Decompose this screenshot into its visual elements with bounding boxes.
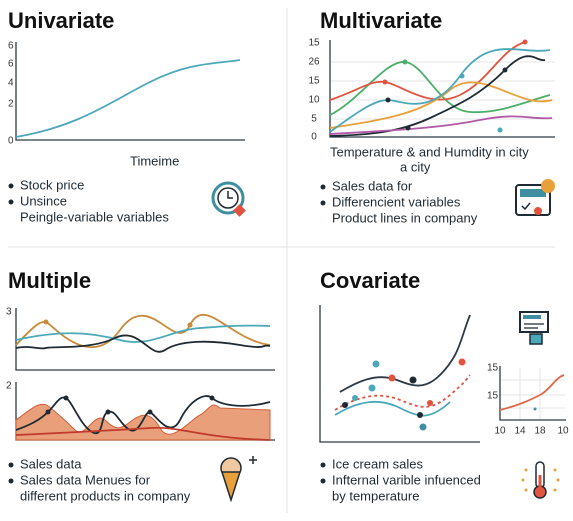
bullet-text: Infternal varible infuenced [332,472,481,487]
covariate-chart [319,305,566,443]
bullet-text: Sales data for [332,178,413,193]
panel-title: Multiple [8,268,91,293]
tick-label: 26 [308,57,320,68]
caption: Temperature & and Humdity in city [330,144,529,159]
bullet [320,478,326,484]
panel-title: Multivariate [320,8,442,33]
tick-label: 6 [8,41,14,52]
tick-label: 18 [534,426,546,437]
bullet [320,462,326,468]
tick-label: 15 [487,363,499,374]
tick-label: 15 [308,76,320,87]
clock-icon [211,181,246,217]
bullet [8,199,14,205]
bullet-text: Product lines in company [332,210,478,225]
tick-label: 15 [487,391,499,402]
bullet-text: Peingle-variable variables [20,209,169,224]
bullet-text: Differencient variables [332,194,461,209]
bullet-text: by temperature [332,488,419,503]
document-icon [519,311,549,345]
tick-label: 0 [8,136,14,147]
bullet-text: Ice cream sales [332,456,424,471]
bullet [8,183,14,189]
bullet-text: different products in company [20,488,191,503]
bullet [8,478,14,484]
tick-label: 15 [308,38,320,49]
ice-cream-icon [220,456,257,503]
panel-title: Covariate [320,268,420,293]
bullet-text: Stock price [20,177,84,192]
bullet-text: Sales data [20,456,82,471]
bullet-text: Unsince [20,193,67,208]
tick-label: 3 [6,307,12,318]
tick-label: 2 [8,99,14,110]
thermometer-icon [521,461,560,499]
univariate-chart [15,42,245,141]
tick-label: 4 [8,78,14,89]
sales-icon [515,179,555,216]
tick-label: 10 [494,426,506,437]
bullet [320,200,326,206]
tick-label: 5 [311,114,317,125]
multiple-chart [15,308,275,441]
caption: a city [400,159,431,174]
bullet-text: Sales data Menues for [20,472,151,487]
tick-label: 10 [557,426,569,437]
tick-label: 0 [311,132,317,143]
bullet [8,462,14,468]
tick-label: 6 [8,59,14,70]
multivariate-chart [329,39,555,138]
bullet [320,184,326,190]
tick-label: 14 [514,426,526,437]
panel-title: Univariate [8,8,114,33]
tick-label: 10 [308,95,320,106]
tick-label: 2 [6,381,12,392]
caption: Timeime [130,153,179,168]
